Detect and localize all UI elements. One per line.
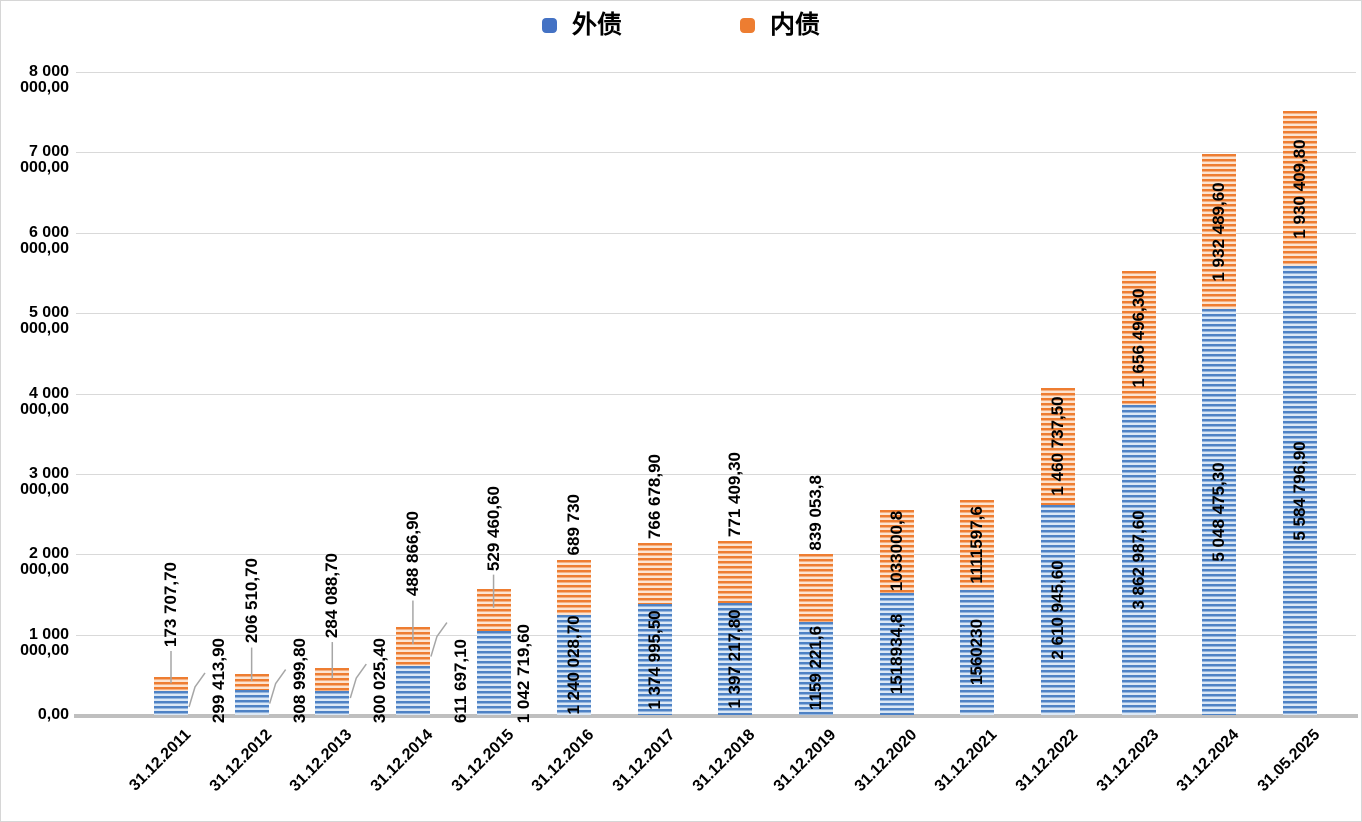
bar-segment-external-debt[interactable]	[557, 615, 592, 715]
data-label-internal-debt: 1033000,8	[886, 511, 906, 592]
y-gridline	[76, 72, 1356, 73]
data-label-external-debt: 5 048 475,30	[1209, 462, 1229, 562]
bar-segment-external-debt[interactable]	[476, 631, 511, 715]
label-leader-line	[349, 663, 367, 699]
data-label-external-debt: 1 374 995,50	[644, 610, 664, 710]
data-label-internal-debt: 689 730	[564, 494, 584, 556]
bar-segment-internal-debt[interactable]	[960, 500, 995, 590]
data-label-internal-debt: 284 088,70	[322, 552, 342, 639]
y-axis-tick-label: 2 000 000,00	[20, 545, 69, 579]
bar-segment-external-debt[interactable]	[315, 690, 350, 715]
data-label-external-debt: 1 397 217,80	[725, 609, 745, 709]
bar-segment-internal-debt[interactable]	[476, 588, 511, 632]
data-label-internal-debt: 529 460,60	[483, 485, 503, 571]
data-label-external-debt: 308 999,80	[289, 637, 309, 723]
data-label-internal-debt: 1111597,6	[967, 506, 987, 584]
legend-marker-internal-debt	[740, 18, 755, 33]
y-gridline	[76, 554, 1356, 556]
data-label-internal-debt: 766 678,90	[644, 453, 664, 539]
y-gridline	[76, 313, 1356, 315]
bar-segment-external-debt[interactable]	[395, 665, 430, 715]
label-leader-line	[268, 669, 287, 704]
bar-segment-external-debt[interactable]	[1121, 404, 1156, 715]
y-axis-tick-label: 8 000 000,00	[20, 63, 69, 96]
bar-segment-external-debt[interactable]	[637, 604, 672, 715]
y-gridline	[76, 232, 1356, 234]
bar-segment-internal-debt[interactable]	[395, 626, 430, 666]
y-axis-tick-label: 5 000 000,00	[20, 304, 69, 338]
data-label-external-debt: 300 025,40	[370, 637, 390, 723]
legend-marker-external-debt	[541, 18, 557, 33]
y-axis-tick-label: 0,00	[37, 706, 69, 723]
bar-segment-internal-debt[interactable]	[315, 668, 350, 691]
y-axis-tick-label: 6 000 000,00	[20, 223, 69, 257]
bar-segment-internal-debt[interactable]	[1282, 110, 1317, 267]
legend-item-internal-debt[interactable]: 内债	[740, 13, 820, 38]
data-label-external-debt: 1 042 719,60	[513, 623, 533, 723]
data-label-internal-debt: 839 053,8	[806, 474, 826, 551]
bar-segment-external-debt[interactable]	[718, 602, 753, 715]
bar-segment-internal-debt[interactable]	[154, 676, 188, 691]
label-leader-line	[188, 672, 206, 708]
bar-segment-internal-debt[interactable]	[637, 542, 672, 605]
data-label-internal-debt: 1 656 496,30	[1128, 288, 1148, 388]
x-axis-line	[74, 714, 1358, 718]
data-label-external-debt: 1560230	[967, 619, 987, 686]
data-label-internal-debt: 206 510,70	[241, 558, 261, 644]
bar-segment-external-debt[interactable]	[1282, 266, 1317, 715]
chart-legend: 外债 内债	[1, 13, 1361, 38]
data-label-external-debt: 299 413,90	[209, 637, 228, 723]
bar-segment-internal-debt[interactable]	[557, 559, 592, 616]
legend-label-internal-debt: 内债	[770, 11, 821, 39]
data-label-internal-debt: 1 460 737,50	[1048, 396, 1068, 497]
data-label-external-debt: 611 697,10	[450, 638, 470, 723]
data-label-internal-debt: 771 409,30	[725, 451, 745, 537]
data-label-external-debt: 5 584 796,90	[1289, 440, 1309, 541]
bar-segment-internal-debt[interactable]	[799, 554, 834, 622]
data-label-internal-debt: 1 930 409,80	[1289, 138, 1309, 239]
data-label-internal-debt: 173 707,70	[161, 561, 180, 647]
y-axis-tick-label: 1 000 000,00	[20, 625, 69, 659]
bar-segment-internal-debt[interactable]	[1041, 387, 1076, 506]
y-axis-tick-label: 7 000 000,00	[20, 143, 69, 177]
y-axis-tick-label: 3 000 000,00	[20, 464, 69, 498]
x-axis-tick-label: 31.12.2011	[126, 726, 195, 795]
legend-item-external-debt[interactable]: 外债	[541, 11, 622, 39]
bar-segment-external-debt[interactable]	[234, 690, 269, 715]
bar-segment-internal-debt[interactable]	[1121, 271, 1156, 405]
y-gridline	[76, 393, 1356, 395]
y-gridline	[76, 634, 1356, 636]
data-label-internal-debt: 488 866,90	[402, 511, 422, 597]
legend-label-external-debt: 外债	[571, 11, 622, 39]
y-gridline	[76, 473, 1356, 475]
bar-segment-external-debt[interactable]	[154, 690, 188, 715]
bar-segment-internal-debt[interactable]	[879, 509, 914, 593]
data-label-external-debt: 1518934,8	[886, 613, 906, 695]
bar-segment-external-debt[interactable]	[1041, 505, 1076, 715]
bar-segment-internal-debt[interactable]	[1202, 153, 1237, 310]
data-label-internal-debt: 1 932 489,60	[1209, 181, 1229, 282]
bar-segment-external-debt[interactable]	[1202, 309, 1237, 715]
y-axis-tick-label: 4 000 000,00	[20, 384, 69, 418]
bar-segment-internal-debt[interactable]	[234, 673, 269, 691]
bar-segment-internal-debt[interactable]	[718, 540, 753, 603]
data-label-external-debt: 1 240 028,70	[564, 615, 584, 715]
data-label-external-debt: 2 610 945,60	[1048, 560, 1068, 660]
bar-segment-external-debt[interactable]	[799, 621, 834, 715]
label-leader-line	[430, 622, 448, 657]
data-label-external-debt: 1159 221,6	[806, 626, 826, 711]
bar-segment-external-debt[interactable]	[879, 592, 914, 715]
bar-segment-external-debt[interactable]	[960, 589, 995, 715]
data-label-external-debt: 3 862 987,60	[1128, 510, 1148, 610]
y-gridline	[76, 152, 1356, 154]
